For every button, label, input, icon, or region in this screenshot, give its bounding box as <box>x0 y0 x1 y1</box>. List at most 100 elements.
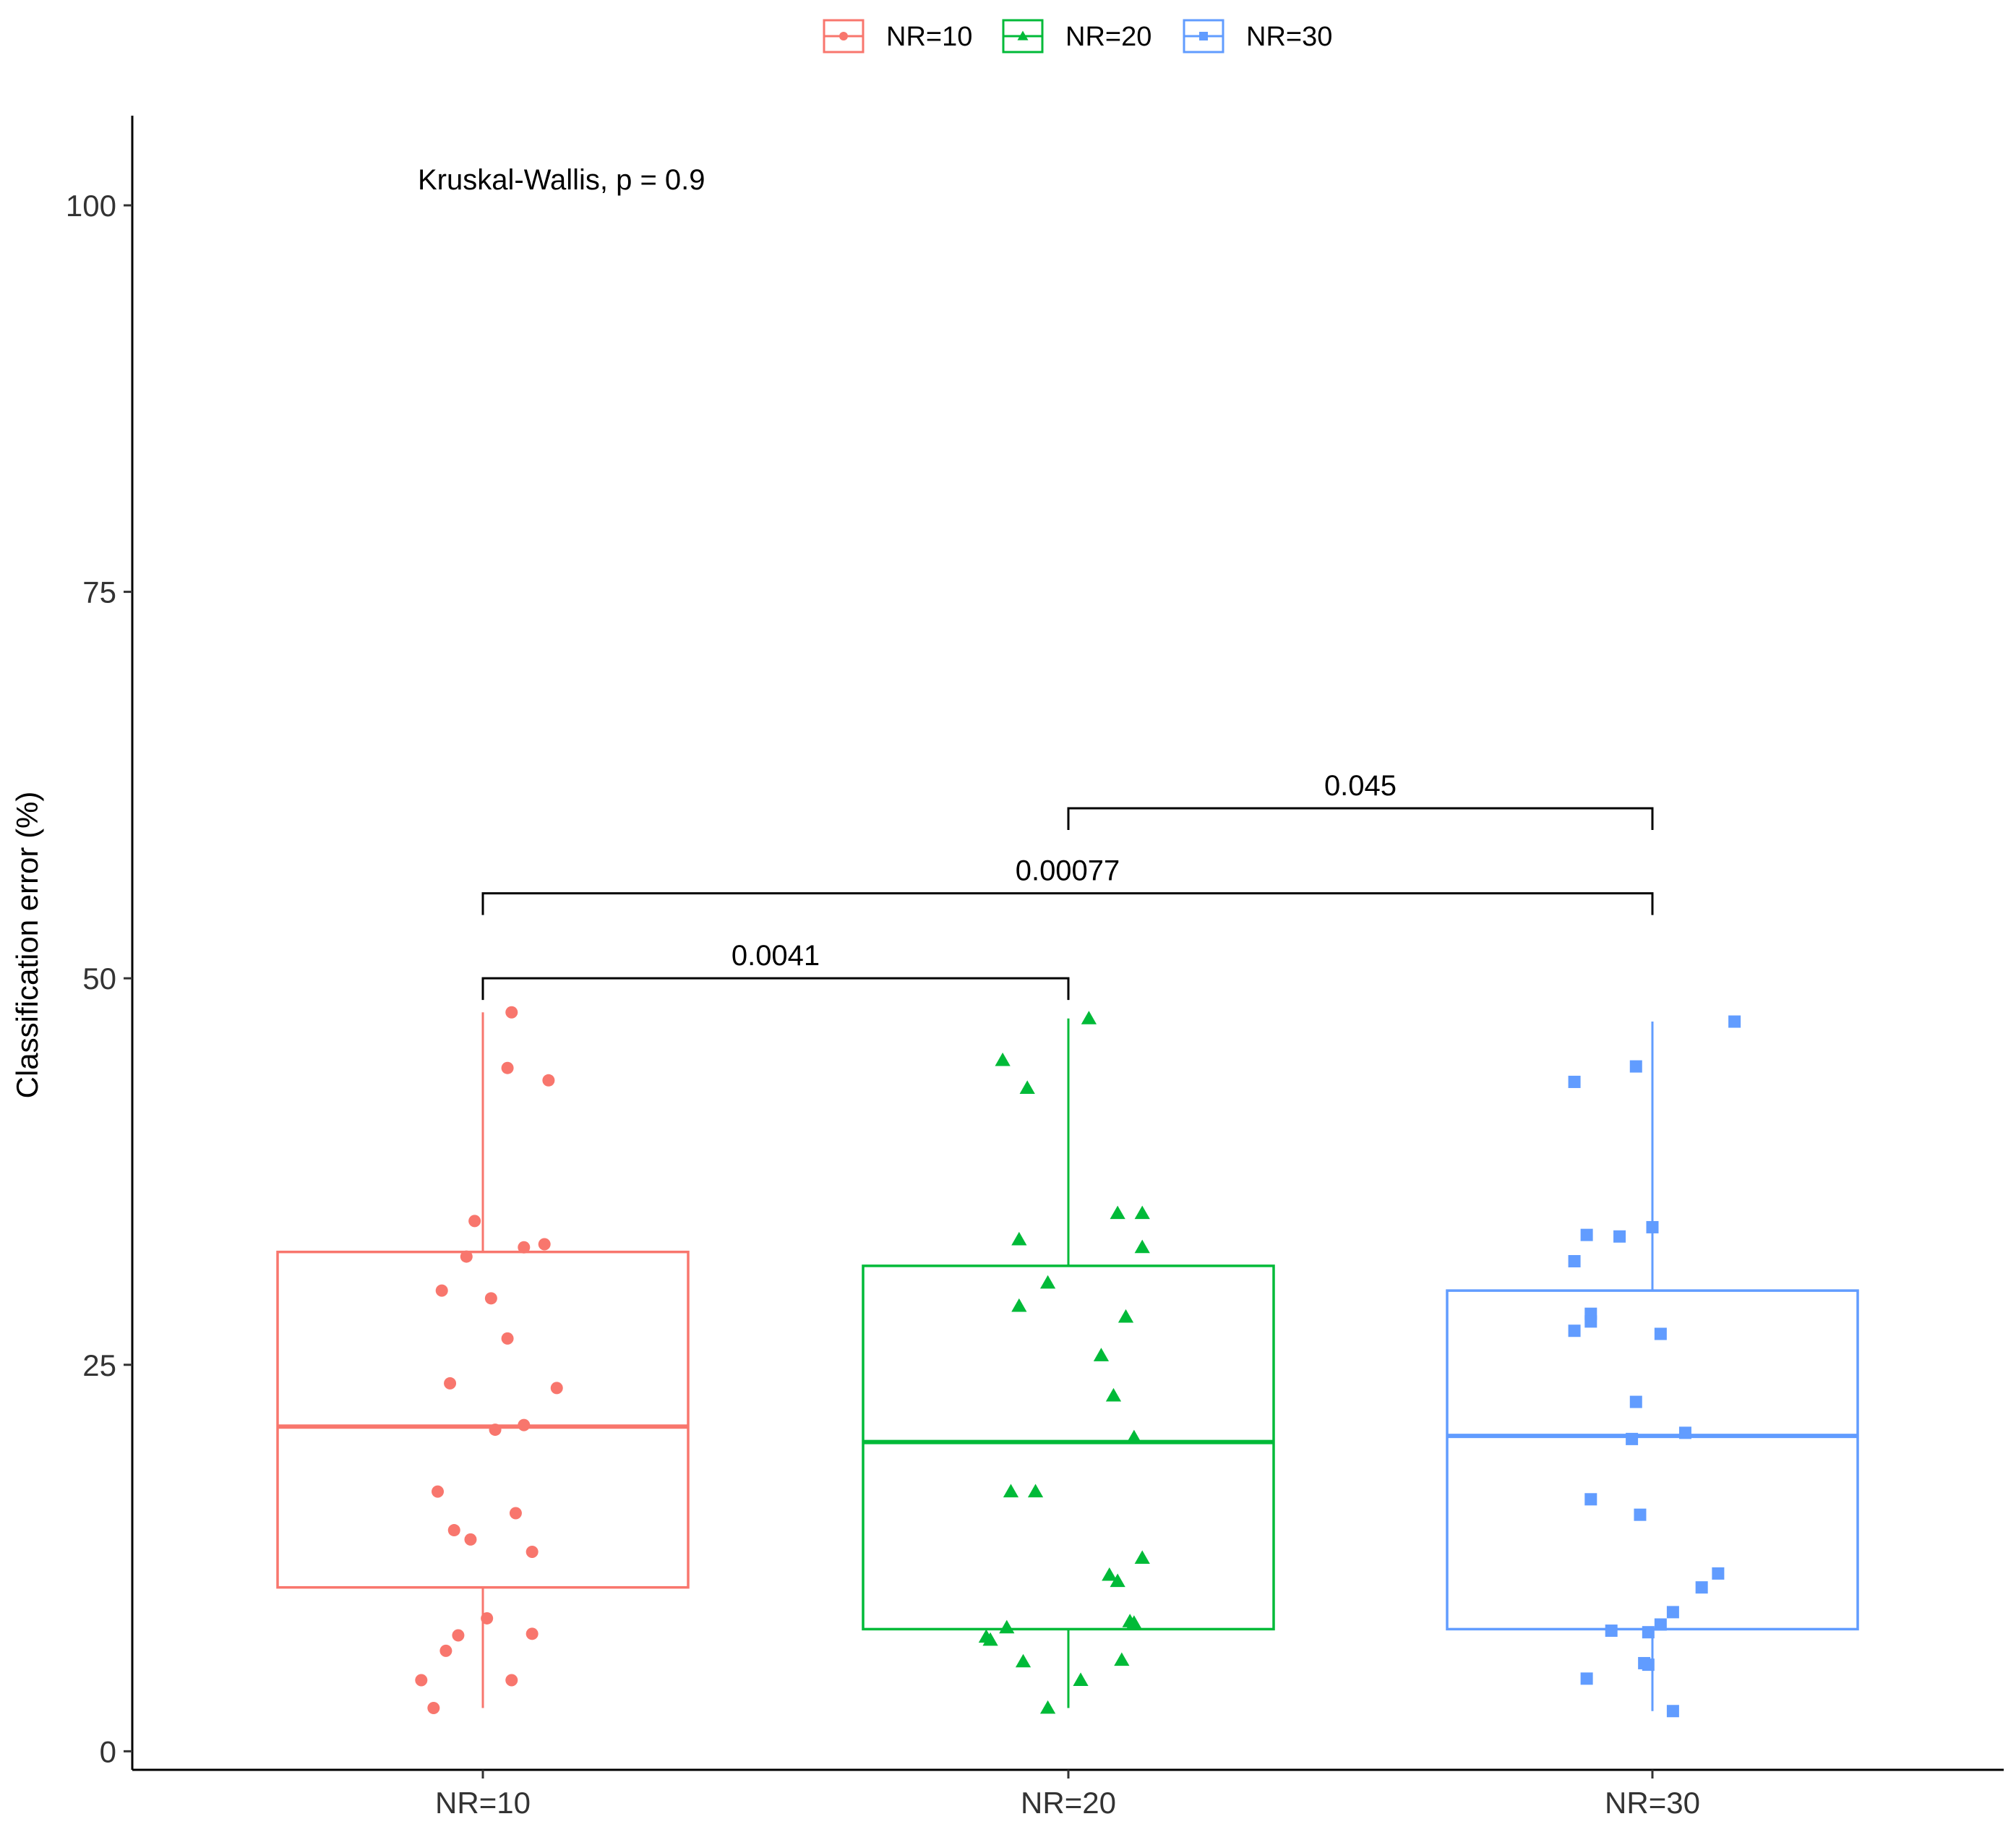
comparison-3: 0.045 <box>1067 770 1654 830</box>
point-2-9 <box>1011 1298 1027 1312</box>
point-3-7 <box>1568 1254 1581 1267</box>
point-3-16 <box>1634 1508 1647 1521</box>
point-1-22 <box>452 1629 465 1642</box>
point-3-24 <box>1642 1658 1655 1672</box>
point-1-6 <box>518 1241 531 1254</box>
point-2-12 <box>1105 1387 1122 1402</box>
point-3-19 <box>1666 1606 1679 1619</box>
point-1-17 <box>447 1524 460 1537</box>
bracket-1 <box>481 977 1070 1001</box>
point-2-5 <box>1134 1205 1150 1220</box>
point-2-16 <box>1134 1550 1150 1565</box>
y-tick-label-0: 0 <box>100 1734 116 1768</box>
box-2 <box>862 1018 1275 1708</box>
legend-label-1: NR=10 <box>886 22 972 52</box>
comparison-brackets: 0.0041 0.00077 0.045 <box>481 770 1654 1001</box>
legend-key-marker-2 <box>1017 30 1029 40</box>
point-1-16 <box>509 1507 522 1520</box>
point-3-3 <box>1568 1075 1581 1088</box>
point-2-18 <box>1110 1573 1125 1588</box>
boxes <box>276 1012 1859 1711</box>
point-3-21 <box>1642 1626 1655 1639</box>
p-value-label-1: 0.0041 <box>732 940 820 972</box>
point-1-1 <box>505 1006 518 1019</box>
point-1-12 <box>550 1382 563 1395</box>
point-1-8 <box>435 1284 448 1297</box>
point-1-25 <box>505 1674 518 1687</box>
point-1-9 <box>484 1292 497 1305</box>
point-2-27 <box>1039 1700 1056 1714</box>
point-2-2 <box>995 1052 1011 1066</box>
point-2-3 <box>1019 1080 1035 1094</box>
point-1-4 <box>468 1215 481 1228</box>
y-tick-label-75: 75 <box>82 575 116 609</box>
point-3-13 <box>1678 1426 1691 1439</box>
box-3 <box>1446 1022 1859 1711</box>
box-body-2 <box>862 1264 1275 1631</box>
legend-key-marker-3 <box>1199 32 1208 40</box>
axes: Classification error (%) 0 25 50 75 100 NR=10… <box>10 116 2004 1820</box>
point-3-15 <box>1584 1493 1597 1506</box>
legend-item-1: NR=10 <box>823 19 972 53</box>
point-2-13 <box>1126 1429 1142 1444</box>
point-1-20 <box>481 1611 494 1625</box>
x-tick-label-2: NR=20 <box>1021 1786 1116 1820</box>
point-2-1 <box>1081 1011 1097 1024</box>
legend-key-marker-1 <box>839 32 848 40</box>
point-3-9 <box>1584 1315 1597 1328</box>
point-2-14 <box>1003 1484 1019 1498</box>
point-3-17 <box>1712 1567 1725 1580</box>
point-3-2 <box>1629 1060 1642 1073</box>
bracket-3 <box>1067 807 1654 830</box>
annotation-layer: Kruskal-Wallis, p = 0.9 <box>418 164 705 196</box>
point-1-5 <box>538 1238 551 1251</box>
legend-label-2: NR=20 <box>1065 22 1151 52</box>
x-tick-label-1: NR=10 <box>435 1786 531 1820</box>
point-1-23 <box>439 1644 452 1657</box>
point-1-10 <box>501 1332 514 1345</box>
point-3-18 <box>1695 1581 1708 1594</box>
y-axis-title: Classification error (%) <box>10 792 44 1099</box>
point-1-14 <box>489 1424 502 1437</box>
point-3-5 <box>1580 1228 1593 1241</box>
p-value-label-2: 0.00077 <box>1016 855 1120 887</box>
legend-item-3: NR=30 <box>1183 19 1332 53</box>
point-1-7 <box>460 1250 473 1263</box>
point-2-17 <box>1102 1567 1118 1581</box>
point-3-14 <box>1626 1432 1639 1445</box>
point-3-4 <box>1646 1220 1659 1233</box>
point-3-1 <box>1728 1015 1741 1028</box>
point-2-4 <box>1110 1205 1125 1220</box>
x-tick-label-3: NR=30 <box>1605 1786 1700 1820</box>
point-2-15 <box>1027 1484 1044 1498</box>
point-1-15 <box>432 1485 445 1498</box>
point-2-20 <box>1126 1615 1142 1629</box>
point-1-18 <box>464 1533 477 1546</box>
point-1-24 <box>415 1674 428 1687</box>
y-tick-label-25: 25 <box>82 1348 116 1382</box>
point-3-22 <box>1605 1625 1618 1638</box>
point-1-19 <box>526 1545 539 1558</box>
box-body-1 <box>276 1250 690 1589</box>
box-1 <box>276 1012 690 1708</box>
point-2-8 <box>1039 1275 1056 1289</box>
y-tick-label-50: 50 <box>82 962 116 996</box>
point-2-10 <box>1118 1309 1134 1323</box>
point-3-10 <box>1568 1324 1581 1337</box>
point-1-3 <box>542 1074 555 1087</box>
point-1-13 <box>518 1418 531 1431</box>
point-3-12 <box>1629 1395 1642 1408</box>
point-3-11 <box>1654 1327 1667 1340</box>
point-3-20 <box>1654 1618 1667 1631</box>
point-2-6 <box>1134 1239 1150 1254</box>
point-1-2 <box>501 1061 514 1074</box>
comparison-1: 0.0041 <box>481 940 1070 1001</box>
p-value-label-3: 0.045 <box>1324 770 1397 802</box>
point-2-21 <box>999 1619 1015 1634</box>
point-2-11 <box>1093 1348 1110 1361</box>
point-1-26 <box>427 1701 440 1714</box>
kruskal-wallis-annotation: Kruskal-Wallis, p = 0.9 <box>418 164 705 196</box>
legend: NR=10 NR=20 NR=30 <box>823 19 1332 53</box>
point-2-26 <box>1073 1672 1089 1686</box>
